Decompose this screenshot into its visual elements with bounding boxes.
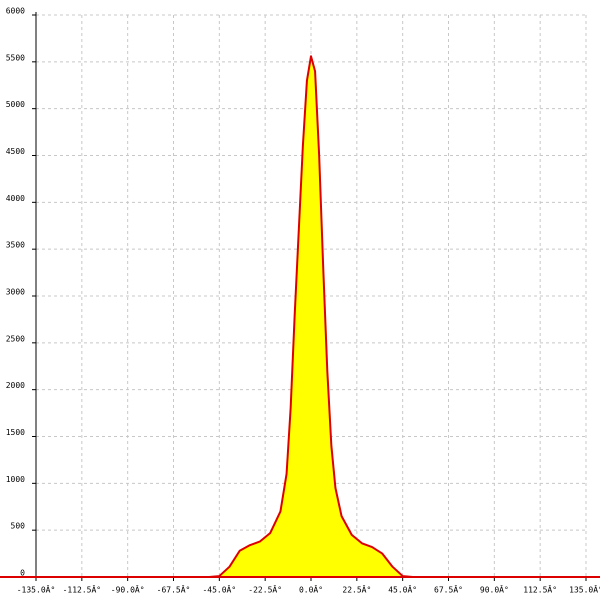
- y-tick-label: 1500: [6, 428, 25, 437]
- y-tick-label: 4500: [6, 147, 25, 156]
- x-tick-label: 135.0Â°: [569, 584, 600, 595]
- x-tick-label: 90.0Â°: [480, 584, 509, 595]
- area-fill: [36, 56, 586, 577]
- x-tick-label: -112.5Â°: [63, 584, 102, 595]
- x-tick-label: 67.5Â°: [434, 584, 463, 595]
- x-tick-label: -22.5Â°: [248, 584, 282, 595]
- y-tick-label: 500: [11, 522, 26, 531]
- x-tick-label: 45.0Â°: [388, 584, 417, 595]
- x-tick-label: -90.0Â°: [111, 584, 145, 595]
- x-tick-label: -135.0Â°: [17, 584, 56, 595]
- x-tick-label: 0.0Â°: [299, 584, 323, 595]
- x-tick-label: -45.0Â°: [202, 584, 236, 595]
- x-tick-label: -67.5Â°: [157, 584, 191, 595]
- y-tick-label: 5500: [6, 53, 25, 62]
- y-tick-label: 3000: [6, 288, 25, 297]
- y-tick-label: 0: [20, 569, 25, 578]
- y-tick-label: 4000: [6, 194, 25, 203]
- y-tick-label: 3500: [6, 241, 25, 250]
- x-tick-label: 22.5Â°: [342, 584, 371, 595]
- y-tick-label: 5000: [6, 100, 25, 109]
- y-tick-label: 2000: [6, 381, 25, 390]
- y-tick-label: 2500: [6, 334, 25, 343]
- area-line: [36, 55, 586, 578]
- y-tick-label: 6000: [6, 7, 25, 16]
- y-tick-label: 1000: [6, 475, 25, 484]
- x-tick-label: 112.5Â°: [523, 584, 557, 595]
